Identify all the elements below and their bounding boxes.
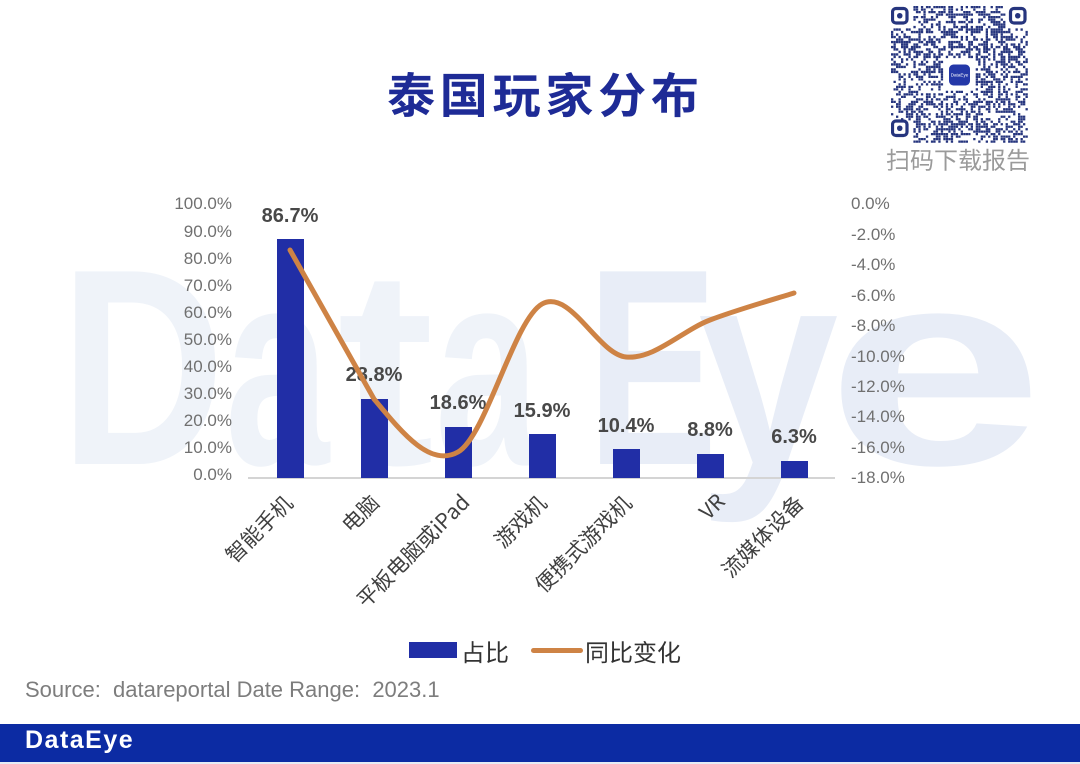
svg-text:DataEye: DataEye [951,73,969,78]
